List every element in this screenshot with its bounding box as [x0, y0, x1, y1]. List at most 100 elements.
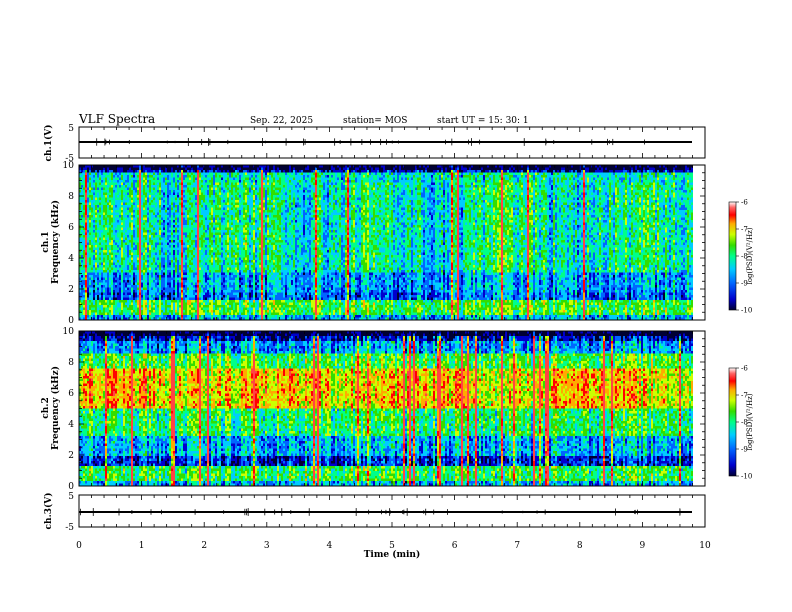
spectrogram-cell	[91, 180, 93, 183]
spectrogram-cell	[137, 257, 139, 261]
spectrogram-cell	[225, 262, 227, 266]
spectrogram-cell	[223, 317, 225, 321]
spectrogram-cell	[169, 287, 171, 291]
spectrogram-cell	[151, 202, 153, 206]
spectrogram-cell	[125, 192, 127, 196]
spectrogram-cell	[229, 292, 231, 296]
spectrogram-cell	[85, 295, 87, 298]
spectrogram-cell	[119, 167, 121, 171]
spectrogram-cell	[127, 172, 129, 176]
spectrogram-cell	[93, 265, 95, 268]
spectrogram-cell	[157, 292, 159, 296]
spectrogram-cell	[107, 185, 109, 188]
spectrogram-cell	[161, 240, 163, 243]
spectrogram-cell	[143, 290, 145, 293]
spectrogram-cell	[205, 242, 207, 246]
spectrogram-cell	[175, 305, 177, 308]
spectrogram-cell	[149, 175, 151, 178]
spectrogram-cell	[93, 172, 95, 176]
spectrogram-cell	[203, 307, 205, 311]
spectrogram-cell	[209, 255, 211, 258]
spectrogram-cell	[129, 185, 131, 188]
spectrogram-cell	[143, 252, 145, 256]
spectrogram-cell	[121, 262, 123, 266]
spectrogram-cell	[181, 302, 183, 306]
spectrogram-cell	[185, 215, 187, 218]
spectrogram-cell	[221, 302, 223, 306]
spectrogram-cell	[183, 255, 185, 258]
spectrogram-cell	[197, 262, 199, 266]
spectrogram-cell	[141, 200, 143, 203]
spectrogram-cell	[199, 265, 201, 268]
spectrogram-cell	[201, 172, 203, 176]
spectrogram-cell	[125, 292, 127, 296]
spectrogram-cell	[117, 237, 119, 241]
spectrogram-cell	[117, 205, 119, 208]
spectrogram-cell	[219, 292, 221, 296]
spectrogram-cell	[183, 290, 185, 293]
spectrogram-cell	[163, 295, 165, 298]
spectrogram-cell	[89, 207, 91, 211]
spectrogram-cell	[155, 252, 157, 256]
spectrogram-cell	[81, 307, 83, 311]
spectrogram-cell	[195, 292, 197, 296]
spectrogram-cell	[177, 202, 179, 206]
spectrogram-cell	[105, 230, 107, 233]
spectrogram-cell	[145, 220, 147, 223]
spectrogram-cell	[153, 307, 155, 311]
spectrogram-cell	[195, 220, 197, 223]
spectrogram-cell	[215, 195, 217, 198]
spectrogram-cell	[181, 220, 183, 223]
spectrogram-cell	[181, 317, 183, 321]
spectrogram-cell	[207, 227, 209, 231]
spectrogram-cell	[139, 255, 141, 258]
spectrogram-cell	[143, 300, 145, 303]
spectrogram-cell	[223, 312, 225, 316]
spectrogram-cell	[121, 202, 123, 206]
spectrogram-cell	[85, 235, 87, 238]
spectrogram-cell	[133, 305, 135, 308]
spectrogram-cell	[133, 282, 135, 286]
spectrogram-cell	[213, 272, 215, 276]
spectrogram-cell	[83, 255, 85, 258]
spectrogram-cell	[183, 242, 185, 246]
spectrogram-cell	[143, 207, 145, 211]
spectrogram-cell	[109, 292, 111, 296]
spectrogram-cell	[159, 225, 161, 228]
spectrogram-cell	[163, 180, 165, 183]
spectrogram-cell	[217, 257, 219, 261]
spectrogram-cell	[167, 235, 169, 238]
spectrogram-cell	[229, 200, 231, 203]
spectrogram-cell	[227, 260, 229, 263]
spectrogram-cell	[177, 310, 179, 313]
spectrogram-cell	[183, 235, 185, 238]
spectrogram-cell	[91, 210, 93, 213]
spectrogram-cell	[79, 257, 81, 261]
spectrogram-cell	[139, 235, 141, 238]
spectrogram-cell	[151, 290, 153, 293]
spectrogram-cell	[191, 205, 193, 208]
spectrogram-cell	[163, 292, 165, 296]
spectrogram-cell	[175, 252, 177, 256]
spectrogram-cell	[79, 235, 81, 238]
spectrogram-cell	[133, 257, 135, 261]
spectrogram-cell	[223, 240, 225, 243]
spectrogram-cell	[123, 197, 125, 201]
spectrogram-cell	[95, 280, 97, 283]
spectrogram-cell	[147, 202, 149, 206]
spectrogram-cell	[179, 207, 181, 211]
spectrogram-cell	[233, 245, 235, 248]
spectrogram-cell	[133, 227, 135, 231]
spectrogram-cell	[79, 177, 81, 181]
spectrogram-cell	[79, 310, 81, 313]
spectrogram-cell	[101, 302, 103, 306]
spectrogram-cell	[101, 282, 103, 286]
spectrogram-cell	[91, 212, 93, 216]
spectrogram-cell	[113, 285, 115, 288]
spectrogram-cell	[147, 210, 149, 213]
spectrogram-cell	[159, 282, 161, 286]
spectrogram-cell	[147, 232, 149, 236]
spectrogram-cell	[231, 210, 233, 213]
spectrogram-cell	[157, 202, 159, 206]
spectrogram-cell	[121, 270, 123, 273]
